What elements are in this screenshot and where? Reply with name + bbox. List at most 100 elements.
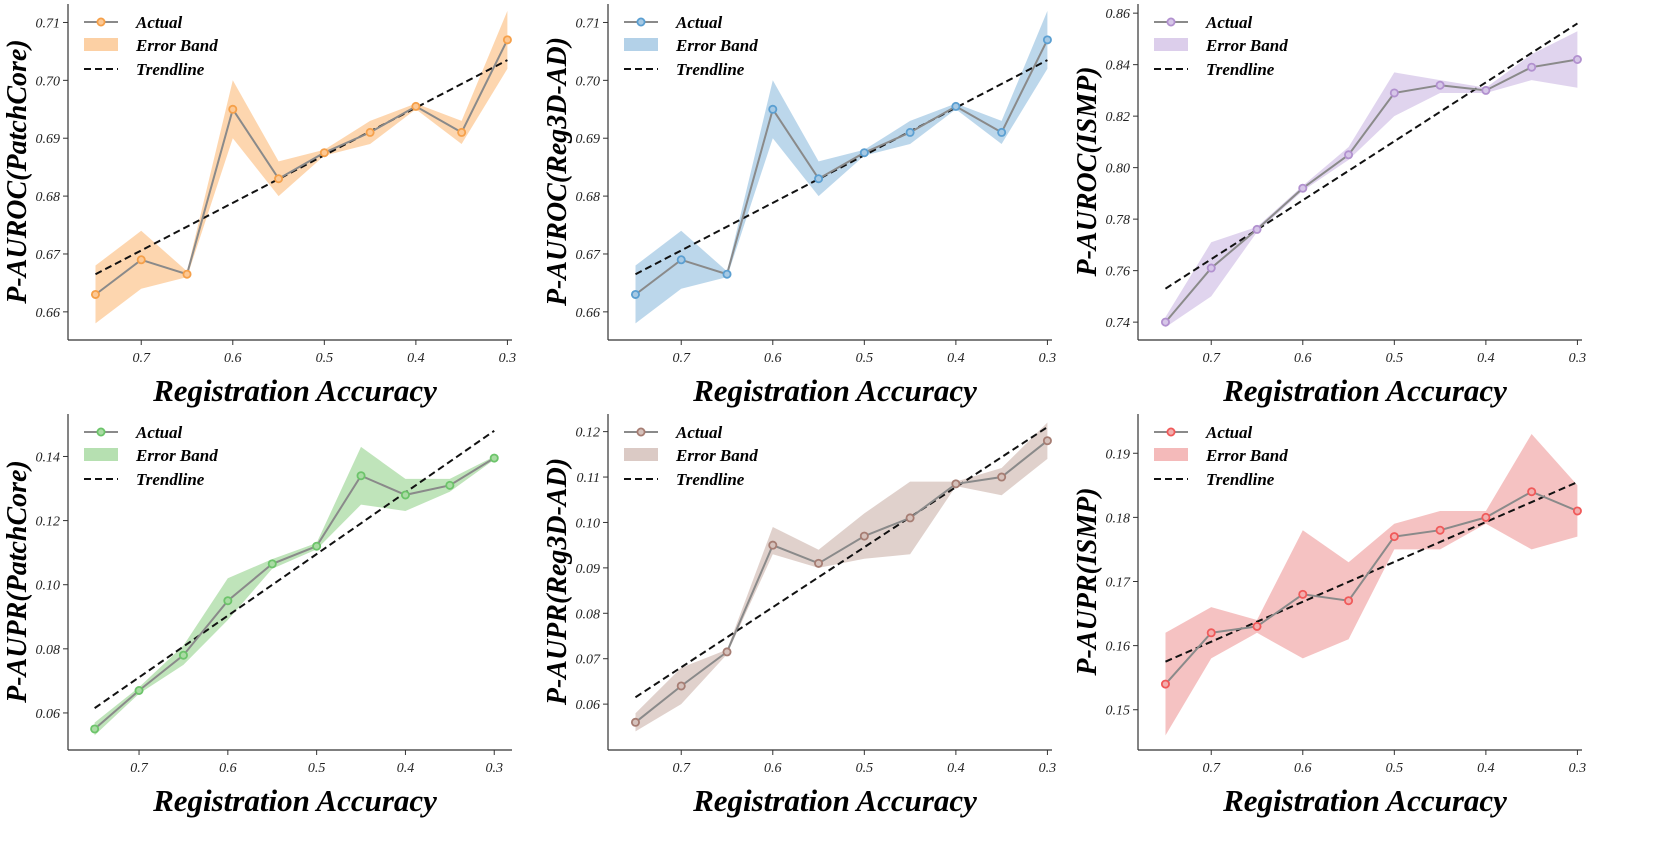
- data-point-marker: [223, 596, 233, 606]
- y-tick-label: 0.10: [576, 516, 601, 531]
- data-point-marker: [630, 289, 640, 299]
- x-axis-label: Registration Accuracy: [1222, 373, 1507, 408]
- data-point-marker: [90, 724, 100, 734]
- y-axis-label: P-AUROC(Reg3D-AD): [542, 37, 573, 307]
- data-point-marker: [768, 104, 778, 114]
- legend-actual-marker: [1166, 17, 1176, 27]
- legend-label-error-band: Error Band: [1205, 36, 1288, 55]
- x-tick-label: 0.6: [764, 761, 782, 776]
- legend-band-swatch: [84, 448, 118, 461]
- x-tick-label: 0.5: [316, 351, 334, 366]
- data-point-marker: [1298, 589, 1308, 599]
- y-tick-label: 0.08: [576, 607, 601, 622]
- x-tick-label: 0.6: [764, 351, 782, 366]
- y-tick-label: 0.17: [1106, 576, 1132, 591]
- chart-svg: 0.66 0.67 0.68 0.69 0.70 0.71 0.7 0.6 0.5 0.4 0.3 R…: [542, 4, 1056, 408]
- actual-series-line: [634, 439, 1049, 724]
- data-point-marker: [1527, 62, 1537, 72]
- y-tick-label: 0.80: [1106, 162, 1131, 177]
- data-point-marker: [274, 174, 284, 184]
- x-tick-label: 0.5: [856, 351, 874, 366]
- error-band-area: [1165, 31, 1578, 328]
- legend-band-swatch: [1154, 38, 1188, 51]
- x-tick-label: 0.6: [1294, 761, 1312, 776]
- y-axis-label: P-AUPR(PatchCore): [2, 460, 33, 704]
- data-point-marker: [630, 717, 640, 727]
- y-tick-label: 0.16: [1106, 640, 1131, 655]
- y-tick-label: 0.12: [36, 515, 61, 530]
- legend-label-error-band: Error Band: [135, 446, 218, 465]
- data-point-marker: [1481, 512, 1491, 522]
- error-band-area: [1165, 434, 1578, 736]
- data-point-marker: [1344, 596, 1354, 606]
- x-axis-label: Registration Accuracy: [152, 373, 437, 408]
- data-point-marker: [814, 558, 824, 568]
- x-tick-label: 0.4: [1477, 761, 1495, 776]
- trendline: [1165, 481, 1578, 663]
- x-tick-label: 0.3: [499, 351, 517, 366]
- actual-series-line: [1164, 490, 1578, 685]
- data-point-marker: [90, 289, 100, 299]
- legend-label-trendline: Trendline: [1206, 470, 1275, 489]
- data-point-marker: [1206, 628, 1216, 638]
- trendline: [1164, 22, 1578, 290]
- data-point-marker: [814, 174, 824, 184]
- legend: Actual Error Band Trendline: [624, 13, 758, 79]
- data-point-marker: [1344, 150, 1354, 160]
- legend-label-actual: Actual: [1205, 13, 1253, 32]
- legend-label-trendline: Trendline: [1206, 60, 1275, 79]
- chart-svg: 0.66 0.67 0.68 0.69 0.70 0.71 0.7 0.6 0.5 0.4 0.3 R…: [2, 4, 517, 408]
- x-tick-label: 0.5: [1386, 351, 1404, 366]
- data-point-marker: [676, 255, 686, 265]
- x-axis-label: Registration Accuracy: [692, 373, 977, 408]
- data-point-marker: [1527, 487, 1537, 497]
- legend: Actual Error Band Trendline: [84, 423, 218, 489]
- data-point-marker: [411, 101, 421, 111]
- chart-svg: 0.74 0.76 0.78 0.80 0.82 0.84 0.86 0.7 0.6 0.5 0.4…: [1072, 4, 1586, 408]
- actual-series-line: [94, 39, 509, 296]
- y-tick-label: 0.70: [576, 74, 601, 89]
- data-point-marker: [457, 127, 467, 137]
- chart-panel-reg3d-aupr: 0.06 0.07 0.08 0.09 0.10 0.11 0.12 0.7 0.6 0.5 0.4…: [540, 410, 1085, 835]
- data-point-marker: [1160, 679, 1170, 689]
- x-tick-label: 0.5: [856, 761, 874, 776]
- data-point-marker: [1042, 35, 1052, 45]
- legend-actual-marker: [96, 17, 106, 27]
- legend-band-swatch: [624, 38, 658, 51]
- data-point-marker: [365, 127, 375, 137]
- y-tick-label: 0.08: [36, 643, 61, 658]
- data-point-marker: [1481, 85, 1491, 95]
- chart-svg: 0.06 0.07 0.08 0.09 0.10 0.11 0.12 0.7 0.6 0.5 0.4…: [542, 414, 1057, 818]
- x-tick-label: 0.4: [407, 351, 425, 366]
- y-tick-label: 0.12: [576, 426, 601, 441]
- legend-band-swatch: [624, 448, 658, 461]
- x-tick-label: 0.7: [130, 761, 149, 776]
- chart-panel-ismp-auroc: 0.74 0.76 0.78 0.80 0.82 0.84 0.86 0.7 0.6 0.5 0.4…: [1070, 0, 1615, 425]
- data-point-marker: [676, 681, 686, 691]
- y-tick-label: 0.66: [576, 306, 601, 321]
- legend-label-error-band: Error Band: [135, 36, 218, 55]
- x-tick-label: 0.4: [947, 351, 965, 366]
- data-point-marker: [859, 531, 869, 541]
- data-point-marker: [859, 148, 869, 158]
- legend: Actual Error Band Trendline: [624, 423, 758, 489]
- y-tick-label: 0.71: [576, 16, 601, 31]
- x-tick-label: 0.3: [1039, 761, 1057, 776]
- y-tick-label: 0.74: [1106, 316, 1131, 331]
- y-tick-label: 0.84: [1106, 59, 1131, 74]
- error-band-area: [94, 446, 495, 736]
- data-point-marker: [722, 647, 732, 657]
- data-point-marker: [1572, 506, 1582, 516]
- y-tick-label: 0.18: [1106, 511, 1131, 526]
- data-point-marker: [722, 269, 732, 279]
- y-tick-label: 0.06: [576, 698, 601, 713]
- trendline: [94, 430, 495, 709]
- y-tick-label: 0.78: [1106, 213, 1131, 228]
- data-point-marker: [228, 104, 238, 114]
- x-tick-label: 0.4: [397, 761, 415, 776]
- x-tick-label: 0.7: [672, 761, 691, 776]
- x-tick-label: 0.6: [224, 351, 242, 366]
- legend-label-actual: Actual: [1205, 423, 1253, 442]
- chart-panel-patchcore-auroc: 0.66 0.67 0.68 0.69 0.70 0.71 0.7 0.6 0.5 0.4 0.3 R…: [0, 0, 545, 425]
- y-axis-label: P-AUPR(ISMP): [1072, 487, 1103, 676]
